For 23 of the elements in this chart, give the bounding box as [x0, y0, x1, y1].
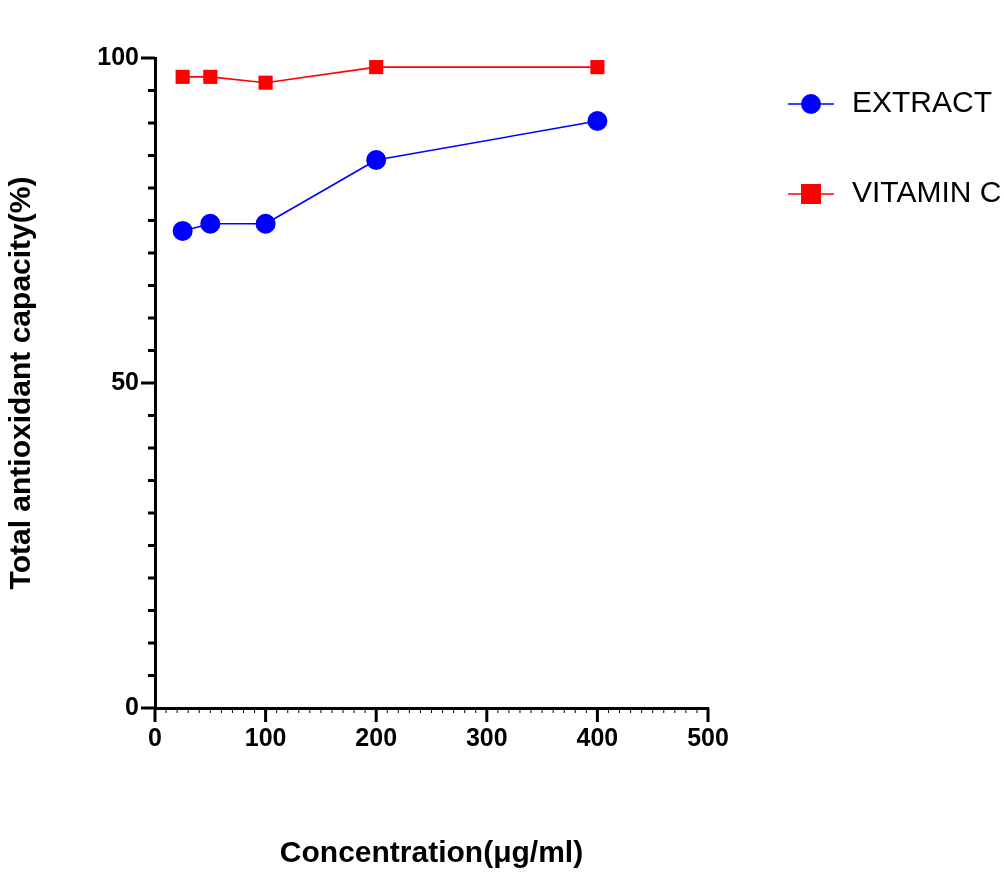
- y-tick-label: 0: [125, 691, 139, 720]
- point: [366, 150, 387, 171]
- point: [369, 60, 384, 75]
- point: [258, 75, 273, 90]
- y-tick-label: 50: [111, 366, 139, 395]
- point: [587, 111, 608, 132]
- point: [175, 69, 190, 84]
- x-tick-label: 100: [244, 722, 287, 751]
- y-axis-title: Total antioxidant capacity(%): [3, 176, 37, 590]
- legend-label: EXTRACT: [852, 85, 993, 119]
- x-axis-title: Concentration(μg/ml): [279, 835, 584, 869]
- x-tick-label: 0: [148, 722, 162, 751]
- y-tick-label: 100: [97, 41, 139, 70]
- x-tick-label: 400: [576, 722, 619, 751]
- x-tick-label: 200: [355, 722, 398, 751]
- point: [255, 213, 276, 234]
- point: [203, 69, 218, 84]
- point: [172, 220, 193, 241]
- point: [200, 213, 221, 234]
- x-tick-label: 300: [465, 722, 508, 751]
- x-tick-label: 500: [687, 722, 729, 751]
- point: [590, 60, 605, 75]
- legend-label: VITAMIN C: [852, 175, 1002, 209]
